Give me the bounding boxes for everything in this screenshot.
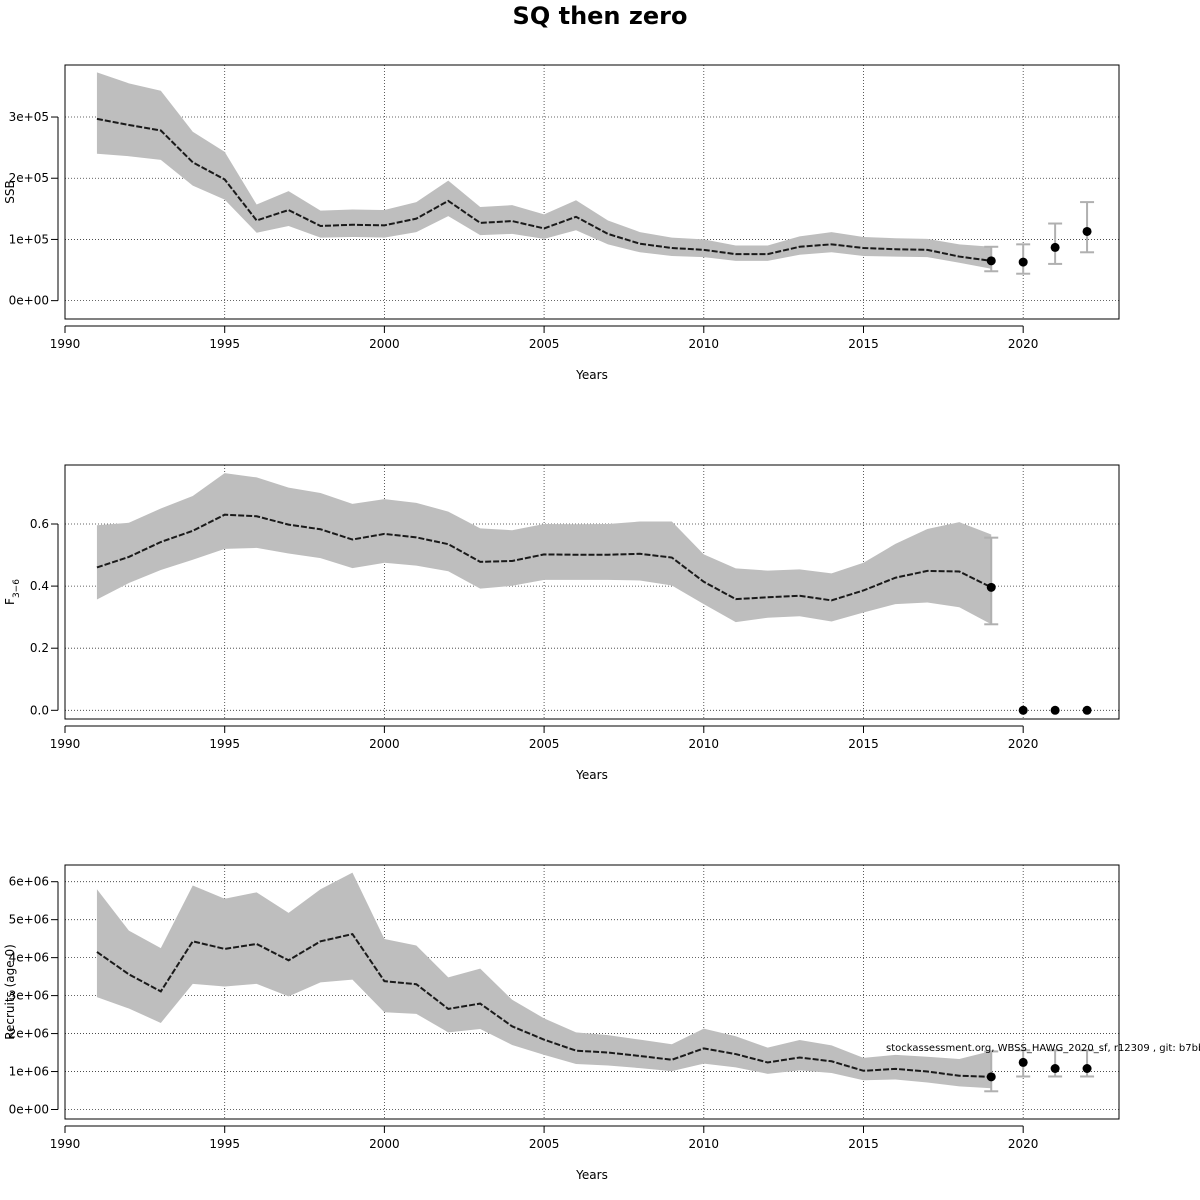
fbar-x-tick-label: 2020	[1008, 737, 1039, 751]
ssb-y-tick-label: 0e+00	[9, 294, 49, 308]
recruits-y-tick-label: 4e+06	[9, 951, 49, 965]
fbar-x-tick-label: 2010	[689, 737, 720, 751]
fbar-y-tick-label: 0.6	[30, 517, 49, 531]
ssb-x-axis-title: Years	[575, 368, 608, 382]
recruits-x-tick-label: 2010	[689, 1137, 720, 1151]
ssb-confidence-band	[96, 72, 992, 269]
fbar-x-tick-label: 1995	[209, 737, 240, 751]
fbar-forecast-point	[1082, 705, 1092, 715]
recruits-y-tick-label: 5e+06	[9, 913, 49, 927]
ssb-x-tick-label: 2000	[369, 337, 400, 351]
fbar-x-axis-title: Years	[575, 768, 608, 782]
recruits-confidence-band	[96, 872, 992, 1089]
fbar-panel: 1990 1995 2000 2005 2010 2015 2020 0.0 0.2 0.4 0.6…	[3, 464, 1120, 782]
ssb-panel: 1990 1995 2000 2005 2010 2015 2020 0e+00 1e+05 2e…	[3, 64, 1120, 382]
fbar-y-tick-label: 0.0	[30, 703, 49, 717]
fbar-x-tick-label: 1990	[50, 737, 81, 751]
fbar-forecast-point	[1050, 705, 1060, 715]
ssb-forecast-point	[1050, 242, 1060, 252]
ssb-x-tick-label: 2010	[689, 337, 720, 351]
recruits-y-tick-label: 2e+06	[9, 1027, 49, 1041]
recruits-x-axis-title: Years	[575, 1168, 608, 1182]
ssb-y-axis-title: SSB	[3, 180, 17, 203]
recruits-forecast-point	[1050, 1064, 1060, 1074]
ssb-x-tick-label: 1990	[50, 337, 81, 351]
chart-title: SQ then zero	[512, 2, 688, 30]
fbar-y-tick-label: 0.2	[30, 641, 49, 655]
recruits-y-tick-label: 0e+00	[9, 1103, 49, 1117]
footnote-text: stockassessment.org, WBSS_HAWG_2020_sf, …	[886, 1043, 1200, 1054]
recruits-y-tick-label: 1e+06	[9, 1065, 49, 1079]
recruits-forecast-point	[1018, 1057, 1028, 1067]
recruits-y-axis-title: Recruits (age 0)	[3, 944, 17, 1040]
recruits-x-tick-label: 1995	[209, 1137, 240, 1151]
fbar-y-axis-title: F3−6	[3, 579, 22, 605]
ssb-forecast-point	[986, 256, 996, 266]
recruits-forecast-point	[986, 1072, 996, 1082]
recruits-plot-frame	[64, 864, 1120, 1120]
recruits-x-tick-label: 2000	[369, 1137, 400, 1151]
recruits-y-tick-label: 6e+06	[9, 875, 49, 889]
ssb-x-tick-label: 2005	[529, 337, 560, 351]
recruits-panel: 1990 1995 2000 2005 2010 2015 2020 0e+00 1e+06 2e…	[3, 864, 1120, 1182]
ssb-forecast-point	[1018, 257, 1028, 267]
fbar-x-tick-label: 2005	[529, 737, 560, 751]
fbar-forecast-point	[986, 582, 996, 592]
recruits-x-tick-label: 1990	[50, 1137, 81, 1151]
recruits-estimate-line	[96, 932, 992, 1078]
ssb-y-tick-label: 3e+05	[9, 110, 49, 124]
ssb-y-tick-label: 2e+05	[9, 171, 49, 185]
recruits-x-tick-label: 2015	[848, 1137, 879, 1151]
recruits-forecast-point	[1082, 1064, 1092, 1074]
ssb-x-tick-label: 1995	[209, 337, 240, 351]
fbar-forecast-point	[1018, 705, 1028, 715]
ssb-estimate-line	[96, 117, 992, 262]
recruits-x-tick-label: 2005	[529, 1137, 560, 1151]
ssb-x-tick-label: 2015	[848, 337, 879, 351]
fbar-x-tick-label: 2000	[369, 737, 400, 751]
ssb-y-tick-label: 1e+05	[9, 232, 49, 246]
fbar-plot-frame	[64, 464, 1120, 720]
ssb-forecast-point	[1082, 226, 1092, 236]
fbar-x-tick-label: 2015	[848, 737, 879, 751]
fbar-y-axis-title-subscript: 3−6	[12, 579, 22, 598]
fbar-estimate-line	[96, 513, 992, 602]
ssb-plot-frame	[64, 64, 1120, 320]
fbar-y-tick-label: 0.4	[30, 579, 49, 593]
fbar-confidence-band	[96, 473, 992, 625]
recruits-x-tick-label: 2020	[1008, 1137, 1039, 1151]
recruits-y-tick-label: 3e+06	[9, 989, 49, 1003]
ssb-x-tick-label: 2020	[1008, 337, 1039, 351]
